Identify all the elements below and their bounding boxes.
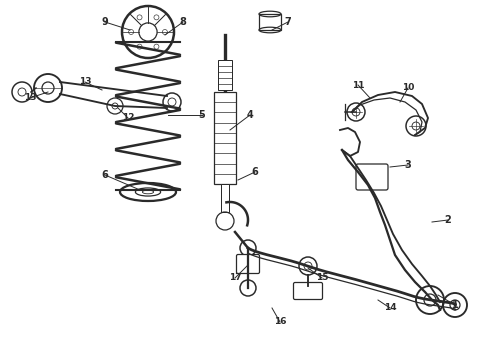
Text: 8: 8 [179, 17, 186, 27]
Text: 5: 5 [198, 110, 205, 120]
Text: 13: 13 [24, 94, 36, 103]
Text: 6: 6 [252, 167, 258, 177]
Bar [214, 92, 236, 184]
Text: 17: 17 [229, 274, 241, 283]
Text: 13: 13 [79, 77, 91, 86]
Text: 15: 15 [316, 274, 328, 283]
Text: 6: 6 [101, 170, 108, 180]
Text: 4: 4 [246, 110, 253, 120]
Text: 12: 12 [122, 113, 134, 122]
FancyBboxPatch shape [294, 283, 322, 300]
Bar [221, 184, 229, 212]
Text: 2: 2 [444, 215, 451, 225]
Text: 3: 3 [405, 160, 412, 170]
Bar [259, 14, 281, 30]
FancyBboxPatch shape [237, 255, 260, 274]
Text: 9: 9 [101, 17, 108, 27]
Text: 16: 16 [274, 318, 286, 327]
FancyBboxPatch shape [356, 164, 388, 190]
Bar [218, 60, 232, 90]
Text: 7: 7 [285, 17, 292, 27]
Text: 1: 1 [452, 300, 458, 310]
Text: 14: 14 [384, 303, 396, 312]
Text: 10: 10 [402, 84, 414, 93]
Text: 11: 11 [352, 81, 364, 90]
